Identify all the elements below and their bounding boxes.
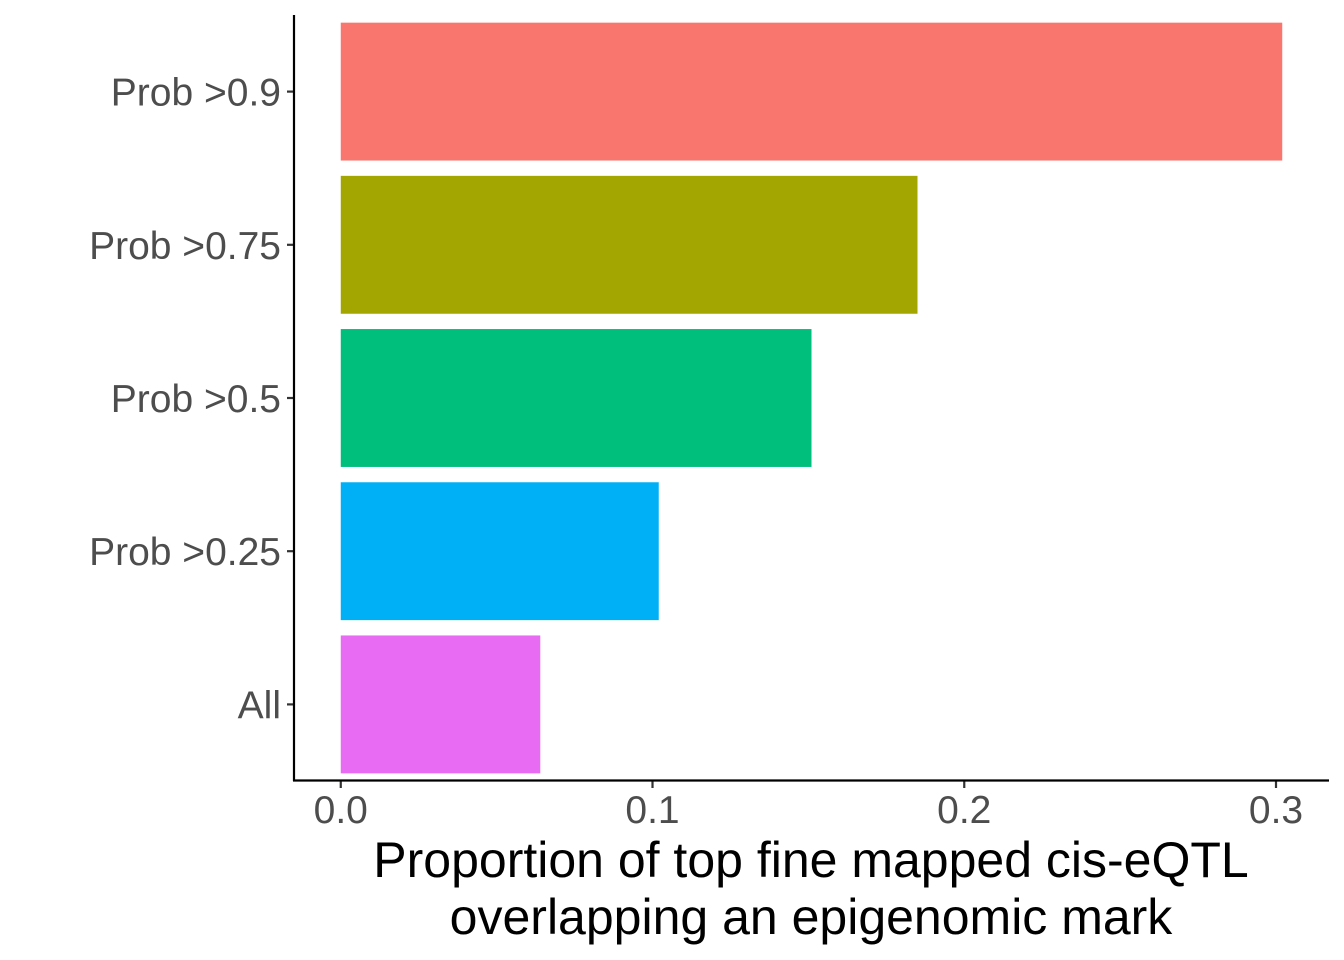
x-tick-label: 0.1: [625, 789, 679, 832]
y-tick-label: Prob >0.25: [89, 531, 281, 574]
bar: [340, 329, 812, 467]
x-tick-label: 0.0: [314, 789, 368, 832]
x-tick-label: 0.2: [937, 789, 991, 832]
y-tick-label: All: [238, 684, 281, 727]
x-axis-title-line-1: Proportion of top fine mapped cis-eQTL: [373, 832, 1248, 888]
x-axis-ticks: 0.0 0.1 0.2 0.3: [314, 781, 1303, 832]
bar: [340, 635, 541, 774]
y-tick-label: Prob >0.9: [111, 72, 281, 115]
y-tick-label: Prob >0.5: [111, 378, 281, 421]
y-axis-ticks: Prob >0.9 Prob >0.75 Prob >0.5 Prob >0.25 Al…: [89, 72, 294, 727]
bar: [340, 22, 1283, 161]
bar: [340, 482, 659, 621]
x-axis-title-line-2: overlapping an epigenomic mark: [450, 889, 1174, 945]
x-tick-label: 0.3: [1249, 789, 1303, 832]
bar: [340, 175, 918, 314]
y-tick-label: Prob >0.75: [89, 225, 281, 268]
bars-group: [340, 22, 1283, 774]
